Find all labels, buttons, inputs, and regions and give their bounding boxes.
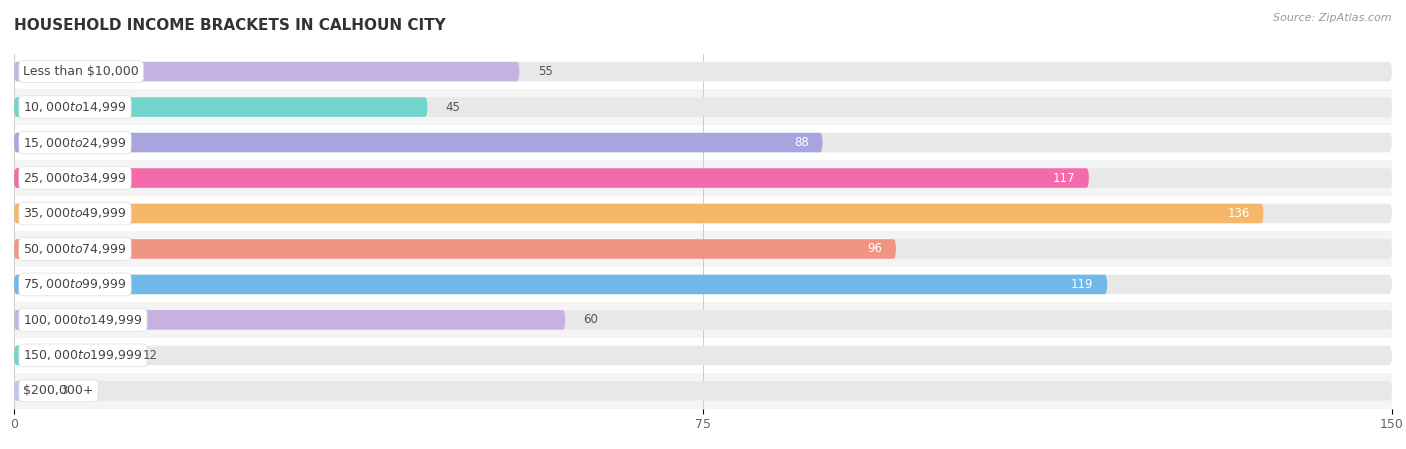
FancyBboxPatch shape: [14, 62, 1392, 81]
FancyBboxPatch shape: [14, 168, 1088, 188]
Text: 96: 96: [868, 242, 882, 255]
Bar: [14, 338, 1392, 373]
FancyBboxPatch shape: [14, 275, 1107, 294]
FancyBboxPatch shape: [14, 97, 427, 117]
FancyBboxPatch shape: [14, 239, 1392, 259]
FancyBboxPatch shape: [14, 381, 42, 401]
Text: Source: ZipAtlas.com: Source: ZipAtlas.com: [1274, 13, 1392, 23]
Text: $150,000 to $199,999: $150,000 to $199,999: [24, 348, 142, 362]
FancyBboxPatch shape: [14, 62, 519, 81]
Text: $15,000 to $24,999: $15,000 to $24,999: [24, 136, 127, 150]
Text: 3: 3: [60, 384, 67, 397]
Text: $50,000 to $74,999: $50,000 to $74,999: [24, 242, 127, 256]
Text: $200,000+: $200,000+: [24, 384, 94, 397]
FancyBboxPatch shape: [14, 133, 1392, 152]
Text: 45: 45: [446, 101, 461, 114]
Text: 12: 12: [142, 349, 157, 362]
FancyBboxPatch shape: [14, 310, 1392, 330]
Bar: [14, 160, 1392, 196]
Text: $75,000 to $99,999: $75,000 to $99,999: [24, 277, 127, 291]
FancyBboxPatch shape: [14, 310, 565, 330]
FancyBboxPatch shape: [14, 133, 823, 152]
Text: 88: 88: [794, 136, 808, 149]
Text: 136: 136: [1227, 207, 1250, 220]
Text: 119: 119: [1071, 278, 1094, 291]
FancyBboxPatch shape: [14, 204, 1264, 223]
FancyBboxPatch shape: [14, 275, 1392, 294]
Bar: [14, 125, 1392, 160]
Bar: [14, 54, 1392, 89]
FancyBboxPatch shape: [14, 346, 124, 365]
FancyBboxPatch shape: [14, 346, 1392, 365]
FancyBboxPatch shape: [14, 381, 1392, 401]
Bar: [14, 267, 1392, 302]
Text: $100,000 to $149,999: $100,000 to $149,999: [24, 313, 142, 327]
Bar: [14, 196, 1392, 231]
Text: 60: 60: [583, 313, 599, 326]
Text: $25,000 to $34,999: $25,000 to $34,999: [24, 171, 127, 185]
FancyBboxPatch shape: [14, 204, 1392, 223]
Bar: [14, 373, 1392, 409]
Text: 55: 55: [537, 65, 553, 78]
Bar: [14, 231, 1392, 267]
Text: 117: 117: [1053, 172, 1076, 185]
Text: HOUSEHOLD INCOME BRACKETS IN CALHOUN CITY: HOUSEHOLD INCOME BRACKETS IN CALHOUN CIT…: [14, 18, 446, 33]
Text: Less than $10,000: Less than $10,000: [24, 65, 139, 78]
Bar: [14, 89, 1392, 125]
FancyBboxPatch shape: [14, 168, 1392, 188]
Text: $35,000 to $49,999: $35,000 to $49,999: [24, 207, 127, 220]
FancyBboxPatch shape: [14, 97, 1392, 117]
Bar: [14, 302, 1392, 338]
Text: $10,000 to $14,999: $10,000 to $14,999: [24, 100, 127, 114]
FancyBboxPatch shape: [14, 239, 896, 259]
